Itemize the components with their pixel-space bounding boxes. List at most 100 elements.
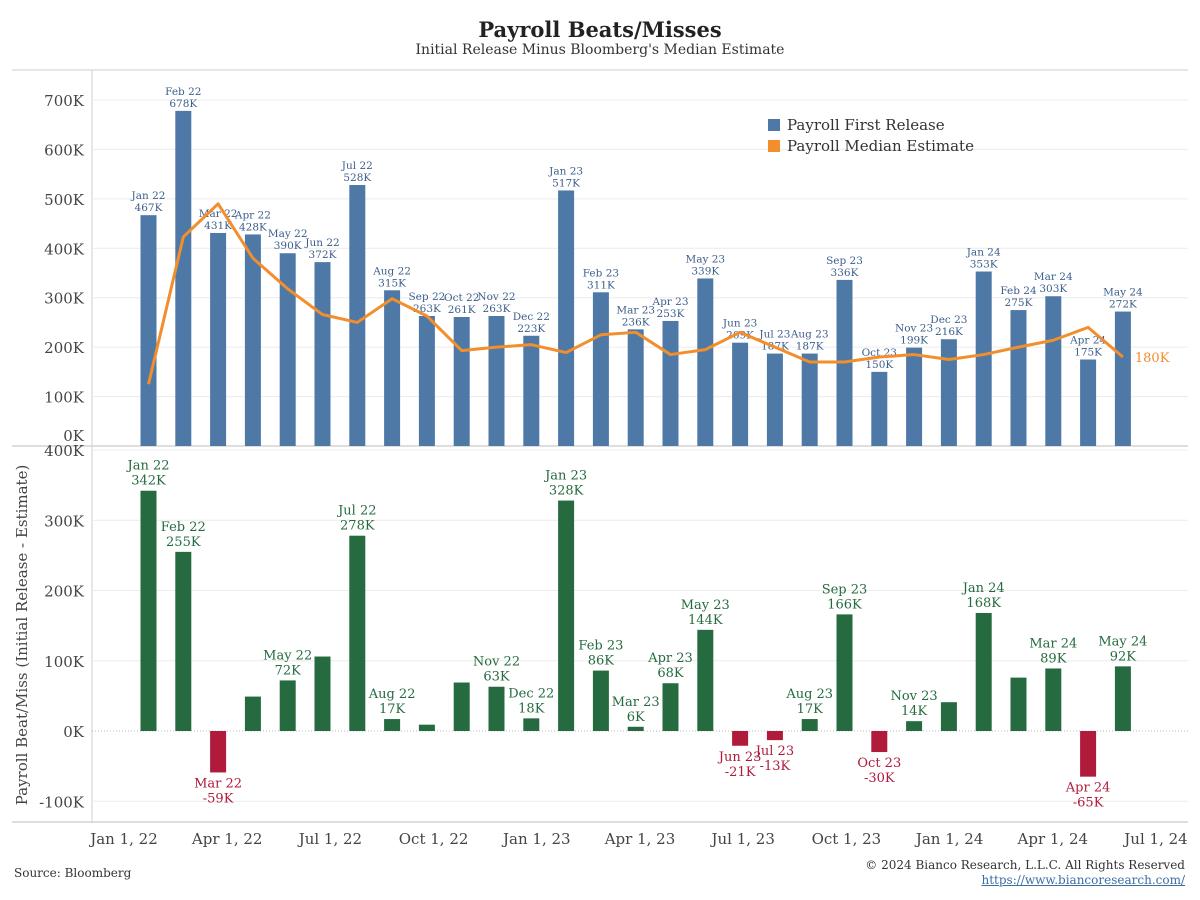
bottom-y-tick-label: 300K: [44, 512, 85, 530]
release-bar-value-label: 275K: [1005, 297, 1033, 309]
release-bar-value-label: 263K: [483, 303, 511, 315]
release-bar-value-label: 261K: [448, 304, 476, 316]
website-link[interactable]: https://www.biancoresearch.com/: [981, 873, 1185, 887]
bottom-y-tick-label: -100K: [39, 793, 85, 811]
legend-item-release: Payroll First Release: [768, 114, 974, 135]
beat-bar: [175, 551, 192, 731]
beat-value-label: 278K: [340, 519, 375, 534]
release-bar-value-label: 315K: [378, 277, 406, 289]
beat-bar: [384, 719, 401, 731]
top-y-tick-label: 0K: [63, 427, 85, 445]
release-bar: [592, 292, 609, 446]
release-bar-month-label: Sep 23: [826, 255, 863, 267]
beat-value-label: 92K: [1110, 649, 1137, 664]
beat-bar: [1010, 677, 1027, 731]
x-tick-label: Jan 1, 24: [914, 830, 984, 848]
top-y-tick-label: 700K: [44, 92, 85, 110]
source-note: Source: Bloomberg: [14, 866, 132, 880]
miss-value-label: -59K: [203, 791, 234, 806]
legend: Payroll First Release Payroll Median Est…: [768, 114, 974, 156]
release-bar: [523, 335, 540, 446]
top-y-tick-label: 200K: [44, 339, 85, 357]
beat-month-label: May 22: [263, 648, 312, 663]
bottom-y-tick-label: 400K: [44, 442, 85, 460]
x-tick-label: Jan 1, 23: [501, 830, 571, 848]
beat-value-label: 86K: [588, 654, 615, 669]
beat-month-label: Nov 22: [473, 655, 520, 670]
release-bar-value-label: 311K: [587, 279, 615, 291]
release-bar: [279, 253, 296, 446]
beat-value-label: 328K: [549, 484, 584, 499]
release-bar-value-label: 199K: [900, 335, 928, 347]
release-bar: [940, 339, 957, 446]
release-bar-month-label: Dec 22: [513, 311, 550, 323]
beat-bar: [523, 718, 540, 731]
release-bar-value-label: 353K: [970, 259, 998, 271]
release-bar-value-label: 339K: [691, 265, 719, 277]
release-bar-month-label: Jun 23: [722, 318, 757, 330]
x-tick-label: Apr 1, 24: [1017, 830, 1089, 848]
release-bar: [558, 190, 575, 446]
beat-bar: [975, 612, 992, 731]
beat-month-label: May 24: [1098, 634, 1147, 649]
release-bar-month-label: Nov 22: [477, 291, 515, 303]
miss-month-label: Mar 22: [194, 776, 242, 791]
release-bar-month-label: Dec 23: [930, 314, 967, 326]
release-bar: [384, 290, 401, 446]
release-bar: [1114, 311, 1131, 446]
miss-month-label: Jul 23: [754, 744, 794, 759]
beat-value-label: 17K: [379, 702, 406, 717]
miss-value-label: -65K: [1073, 796, 1104, 811]
beat-month-label: Mar 24: [1029, 636, 1077, 651]
miss-month-label: Jun 23: [717, 750, 762, 765]
release-bar-month-label: Jun 22: [304, 237, 339, 249]
release-bar: [627, 329, 644, 446]
beat-value-label: 342K: [131, 474, 166, 489]
beat-month-label: Jan 24: [961, 581, 1005, 596]
release-bar: [244, 234, 261, 446]
release-bar: [906, 347, 923, 446]
beat-month-label: Mar 23: [612, 695, 660, 710]
release-bar-value-label: 303K: [1039, 283, 1067, 295]
miss-bar: [732, 731, 749, 746]
release-bar: [801, 353, 818, 446]
bottom-y-tick-label: 200K: [44, 583, 85, 601]
x-tick-label: Apr 1, 22: [191, 830, 263, 848]
chart-subtitle: Initial Release Minus Bloomberg's Median…: [415, 42, 785, 58]
beat-bar: [1045, 668, 1062, 731]
beat-month-label: May 23: [681, 598, 730, 613]
release-bar-value-label: 372K: [309, 249, 337, 261]
release-bar: [1010, 310, 1027, 446]
beat-month-label: Dec 22: [508, 686, 554, 701]
release-bar: [453, 316, 470, 446]
beat-bar: [314, 656, 331, 731]
release-bar: [766, 353, 783, 446]
bottom-y-tick-label: 100K: [44, 653, 85, 671]
release-bar-value-label: 216K: [935, 326, 963, 338]
release-bar-month-label: Jul 23: [758, 329, 790, 341]
beat-bar: [662, 683, 679, 731]
release-bar-month-label: Feb 23: [583, 267, 619, 279]
release-bar-month-label: Apr 23: [651, 296, 688, 308]
beat-month-label: Aug 22: [368, 687, 416, 702]
release-bar: [488, 316, 505, 446]
release-bar: [1045, 296, 1062, 446]
release-bar-month-label: Mar 23: [616, 304, 655, 316]
footer-credits: © 2024 Bianco Research, L.L.C. All Right…: [865, 858, 1185, 888]
release-bar-value-label: 150K: [865, 359, 893, 371]
release-bar-month-label: Jan 24: [966, 247, 1001, 259]
top-y-tick-label: 600K: [44, 141, 85, 159]
release-bar: [732, 342, 749, 446]
beat-bar: [140, 490, 157, 731]
release-bar-value-label: 528K: [343, 172, 371, 184]
beat-month-label: Aug 23: [785, 687, 833, 702]
beat-value-label: 168K: [966, 596, 1001, 611]
release-bar-value-label: 390K: [274, 240, 302, 252]
beat-bar: [488, 686, 505, 731]
miss-bar: [210, 731, 227, 773]
release-bar-value-label: 175K: [1074, 347, 1102, 359]
miss-bar: [871, 731, 888, 753]
beat-month-label: Jan 22: [125, 459, 169, 474]
beat-bar: [279, 680, 296, 731]
top-y-tick-label: 100K: [44, 389, 85, 407]
